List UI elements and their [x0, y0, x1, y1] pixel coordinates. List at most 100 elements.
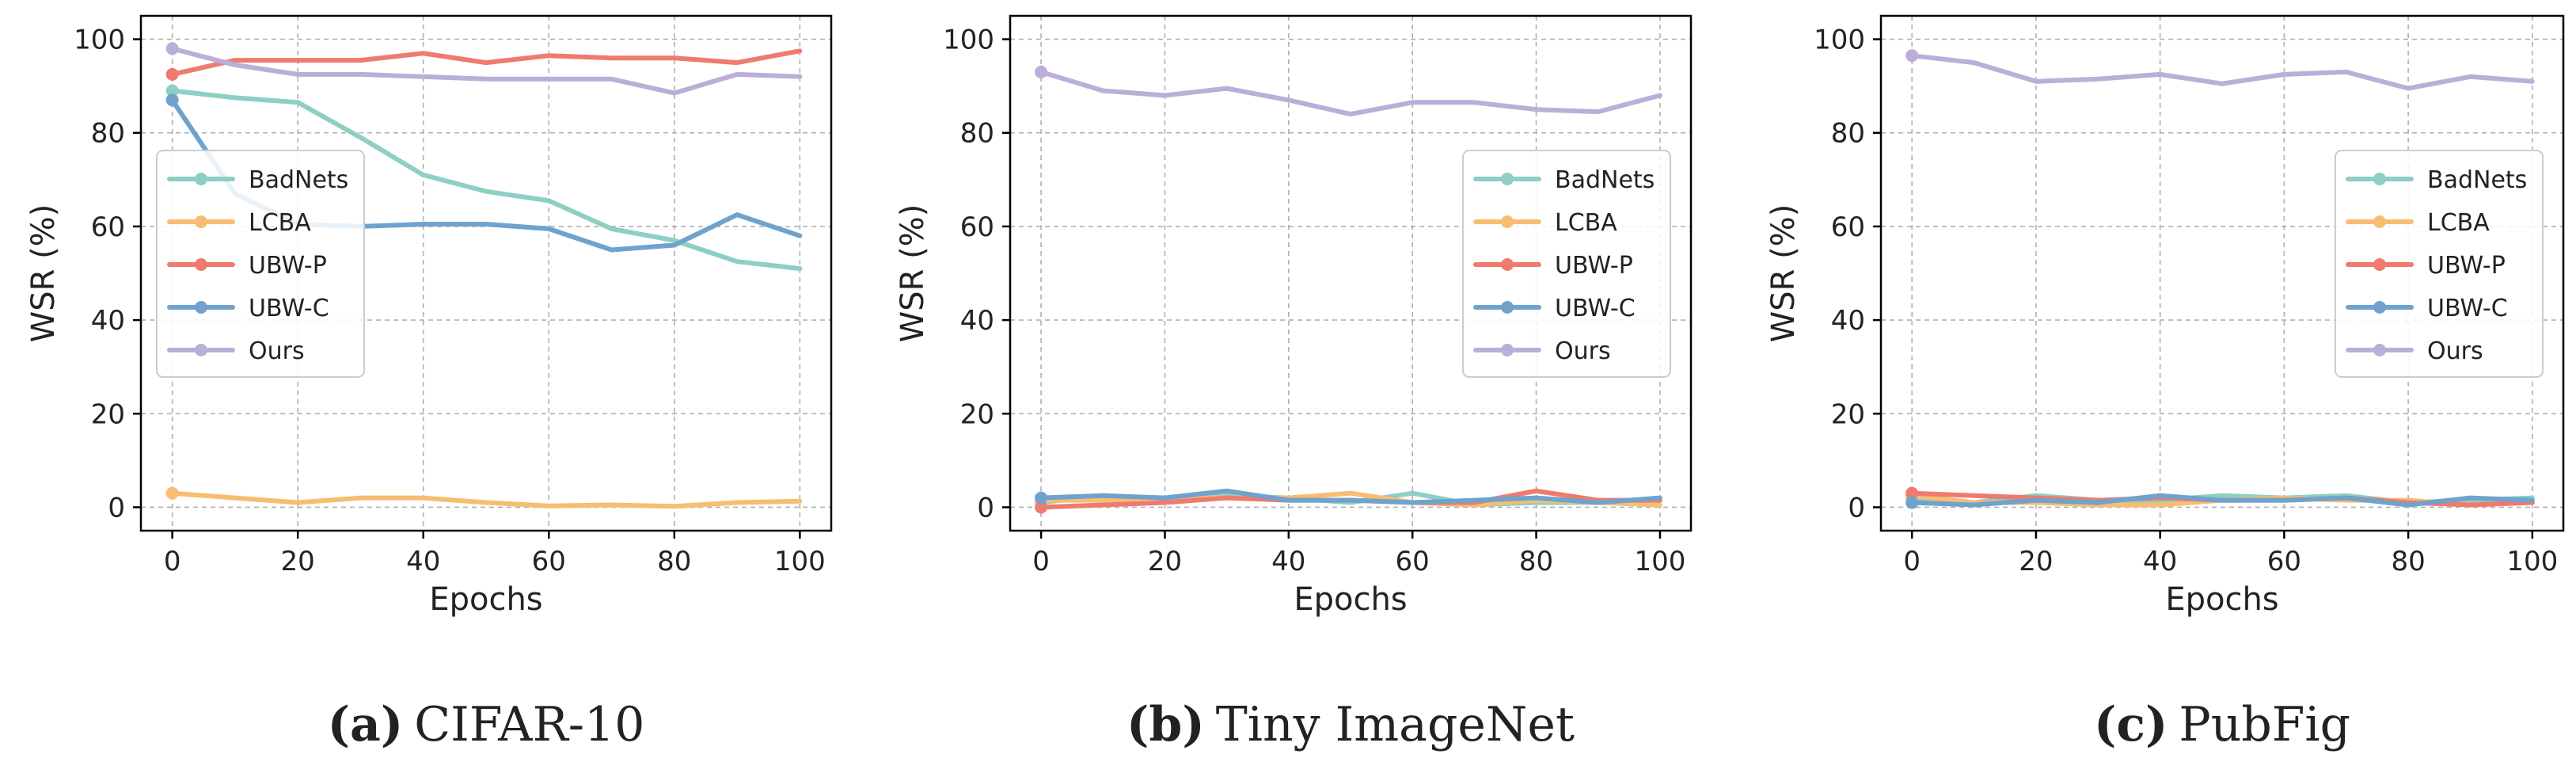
panel-pubfig: 0 20 40 60 80 100 0 20 40 60 80 100 Epochs WSR (%) Bad…: [1765, 14, 2565, 752]
legend-marker-lcba: [195, 215, 207, 228]
series-line-ubw-c: [1909, 493, 2535, 508]
data-point-lcba: [165, 486, 179, 500]
y-tick-label: 0: [108, 492, 125, 524]
data-point-ubw-c: [1905, 496, 1919, 509]
legend-marker-ubw-c: [1501, 301, 1514, 314]
series-line-ubw-c: [1039, 488, 1662, 505]
data-point-ours: [1905, 49, 1919, 63]
panel-tiny-imagenet: 0 20 40 60 80 100 0 20 40 60 80 100 Epochs WSR (%) Bad…: [895, 14, 1693, 752]
y-tick-label: 100: [74, 25, 125, 56]
panel-caption-label: (a): [328, 697, 404, 752]
legend-label-ours: Ours: [249, 337, 305, 365]
legend-box: [1462, 150, 1671, 378]
x-tick-label: 0: [1903, 546, 1921, 577]
y-tick-label: 0: [977, 492, 994, 524]
legend-marker-badnets: [1501, 173, 1514, 185]
legend-label-ubw-c: UBW-C: [249, 295, 329, 322]
legend-label-ubw-p: UBW-P: [249, 252, 327, 280]
y-axis-label: WSR (%): [895, 204, 931, 343]
legend-marker-ubw-p: [1501, 258, 1514, 271]
legend-label-ubw-c: UBW-C: [2427, 295, 2508, 322]
x-tick-label: 60: [1396, 546, 1430, 577]
y-tick-label: 60: [960, 211, 994, 243]
axes-frame: [139, 14, 833, 532]
legend-marker-badnets: [2373, 173, 2386, 185]
x-tick-label: 40: [2143, 546, 2177, 577]
x-tick-label: 80: [2391, 546, 2425, 577]
legend-marker-ubw-p: [195, 258, 207, 271]
legend-marker-ubw-c: [2373, 301, 2386, 314]
legend-marker-ubw-c: [195, 301, 207, 314]
x-tick-label: 40: [406, 546, 440, 577]
legend-marker-lcba: [1501, 215, 1514, 228]
panel-caption-name: CIFAR-10: [414, 697, 644, 752]
legend-label-badnets: BadNets: [1555, 166, 1655, 194]
y-tick-label: 40: [91, 305, 125, 337]
series-line-ours: [169, 46, 803, 96]
y-axis-label: WSR (%): [1765, 204, 1802, 343]
y-tick-label: 40: [1831, 305, 1865, 337]
x-tick-label: 100: [2506, 546, 2558, 577]
y-tick-label: 80: [1831, 118, 1865, 150]
legend-label-ubw-p: UBW-P: [2427, 252, 2506, 280]
legend: BadNets LCBA UBW-P UBW-C Ours: [156, 150, 365, 378]
legend-label-badnets: BadNets: [2427, 166, 2527, 194]
panel-caption: (c) PubFig: [2094, 697, 2350, 752]
y-tick-label: 20: [960, 398, 994, 430]
y-tick-label: 0: [1848, 492, 1865, 524]
y-tick-label: 60: [1831, 211, 1865, 243]
x-axis-label: Epochs: [429, 581, 542, 618]
data-point-ours: [165, 42, 179, 55]
y-tick-label: 80: [91, 118, 125, 150]
panel-caption: (a) CIFAR-10: [328, 697, 645, 752]
data-point-ubw-c: [165, 93, 179, 107]
legend-label-ubw-p: UBW-P: [1555, 252, 1633, 280]
x-tick-label: 20: [1148, 546, 1182, 577]
x-tick-label: 0: [1032, 546, 1050, 577]
x-tick-label: 40: [1271, 546, 1305, 577]
series-line-ours: [1909, 53, 2535, 91]
series-line-badnets: [169, 88, 803, 272]
x-tick-label: 80: [657, 546, 691, 577]
data-point-ubw-c: [1035, 491, 1048, 505]
data-point-ours: [1035, 65, 1048, 78]
legend-label-lcba: LCBA: [2427, 209, 2490, 237]
y-tick-label: 40: [960, 305, 994, 337]
x-tick-label: 100: [1634, 546, 1685, 577]
y-tick-label: 80: [960, 118, 994, 150]
x-tick-label: 20: [2019, 546, 2053, 577]
x-tick-label: 60: [2267, 546, 2301, 577]
x-tick-label: 80: [1519, 546, 1553, 577]
y-tick-label: 60: [91, 211, 125, 243]
legend-marker-ours: [1501, 344, 1514, 356]
y-tick-label: 100: [943, 25, 994, 56]
series-line-ubw-p: [169, 48, 803, 77]
legend-marker-lcba: [2373, 215, 2386, 228]
x-tick-label: 60: [532, 546, 566, 577]
legend-label-ubw-c: UBW-C: [1555, 295, 1636, 322]
legend-label-ours: Ours: [1555, 337, 1611, 365]
axes-frame: [1879, 14, 2565, 532]
legend-marker-ubw-p: [2373, 258, 2386, 271]
y-axis-label: WSR (%): [25, 204, 62, 343]
x-tick-label: 20: [281, 546, 315, 577]
x-tick-label: 0: [164, 546, 181, 577]
legend-label-lcba: LCBA: [1555, 209, 1617, 237]
panel-caption-name: PubFig: [2179, 697, 2350, 752]
axes-frame: [1009, 14, 1693, 532]
legend-box: [156, 150, 365, 378]
panel-caption-label: (c): [2094, 697, 2168, 752]
y-tick-label: 20: [91, 398, 125, 430]
x-tick-label: 100: [774, 546, 826, 577]
panel-caption-name: Tiny ImageNet: [1216, 697, 1575, 752]
legend: BadNets LCBA UBW-P UBW-C Ours: [2335, 150, 2544, 378]
legend-marker-ours: [2373, 344, 2386, 356]
legend-marker-ours: [195, 344, 207, 356]
series-line-ours: [1039, 69, 1662, 117]
legend: BadNets LCBA UBW-P UBW-C Ours: [1462, 150, 1671, 378]
data-point-ubw-p: [165, 67, 179, 81]
panel-caption: (b) Tiny ImageNet: [1127, 697, 1575, 752]
panel-caption-label: (b): [1127, 697, 1205, 752]
legend-box: [2335, 150, 2544, 378]
